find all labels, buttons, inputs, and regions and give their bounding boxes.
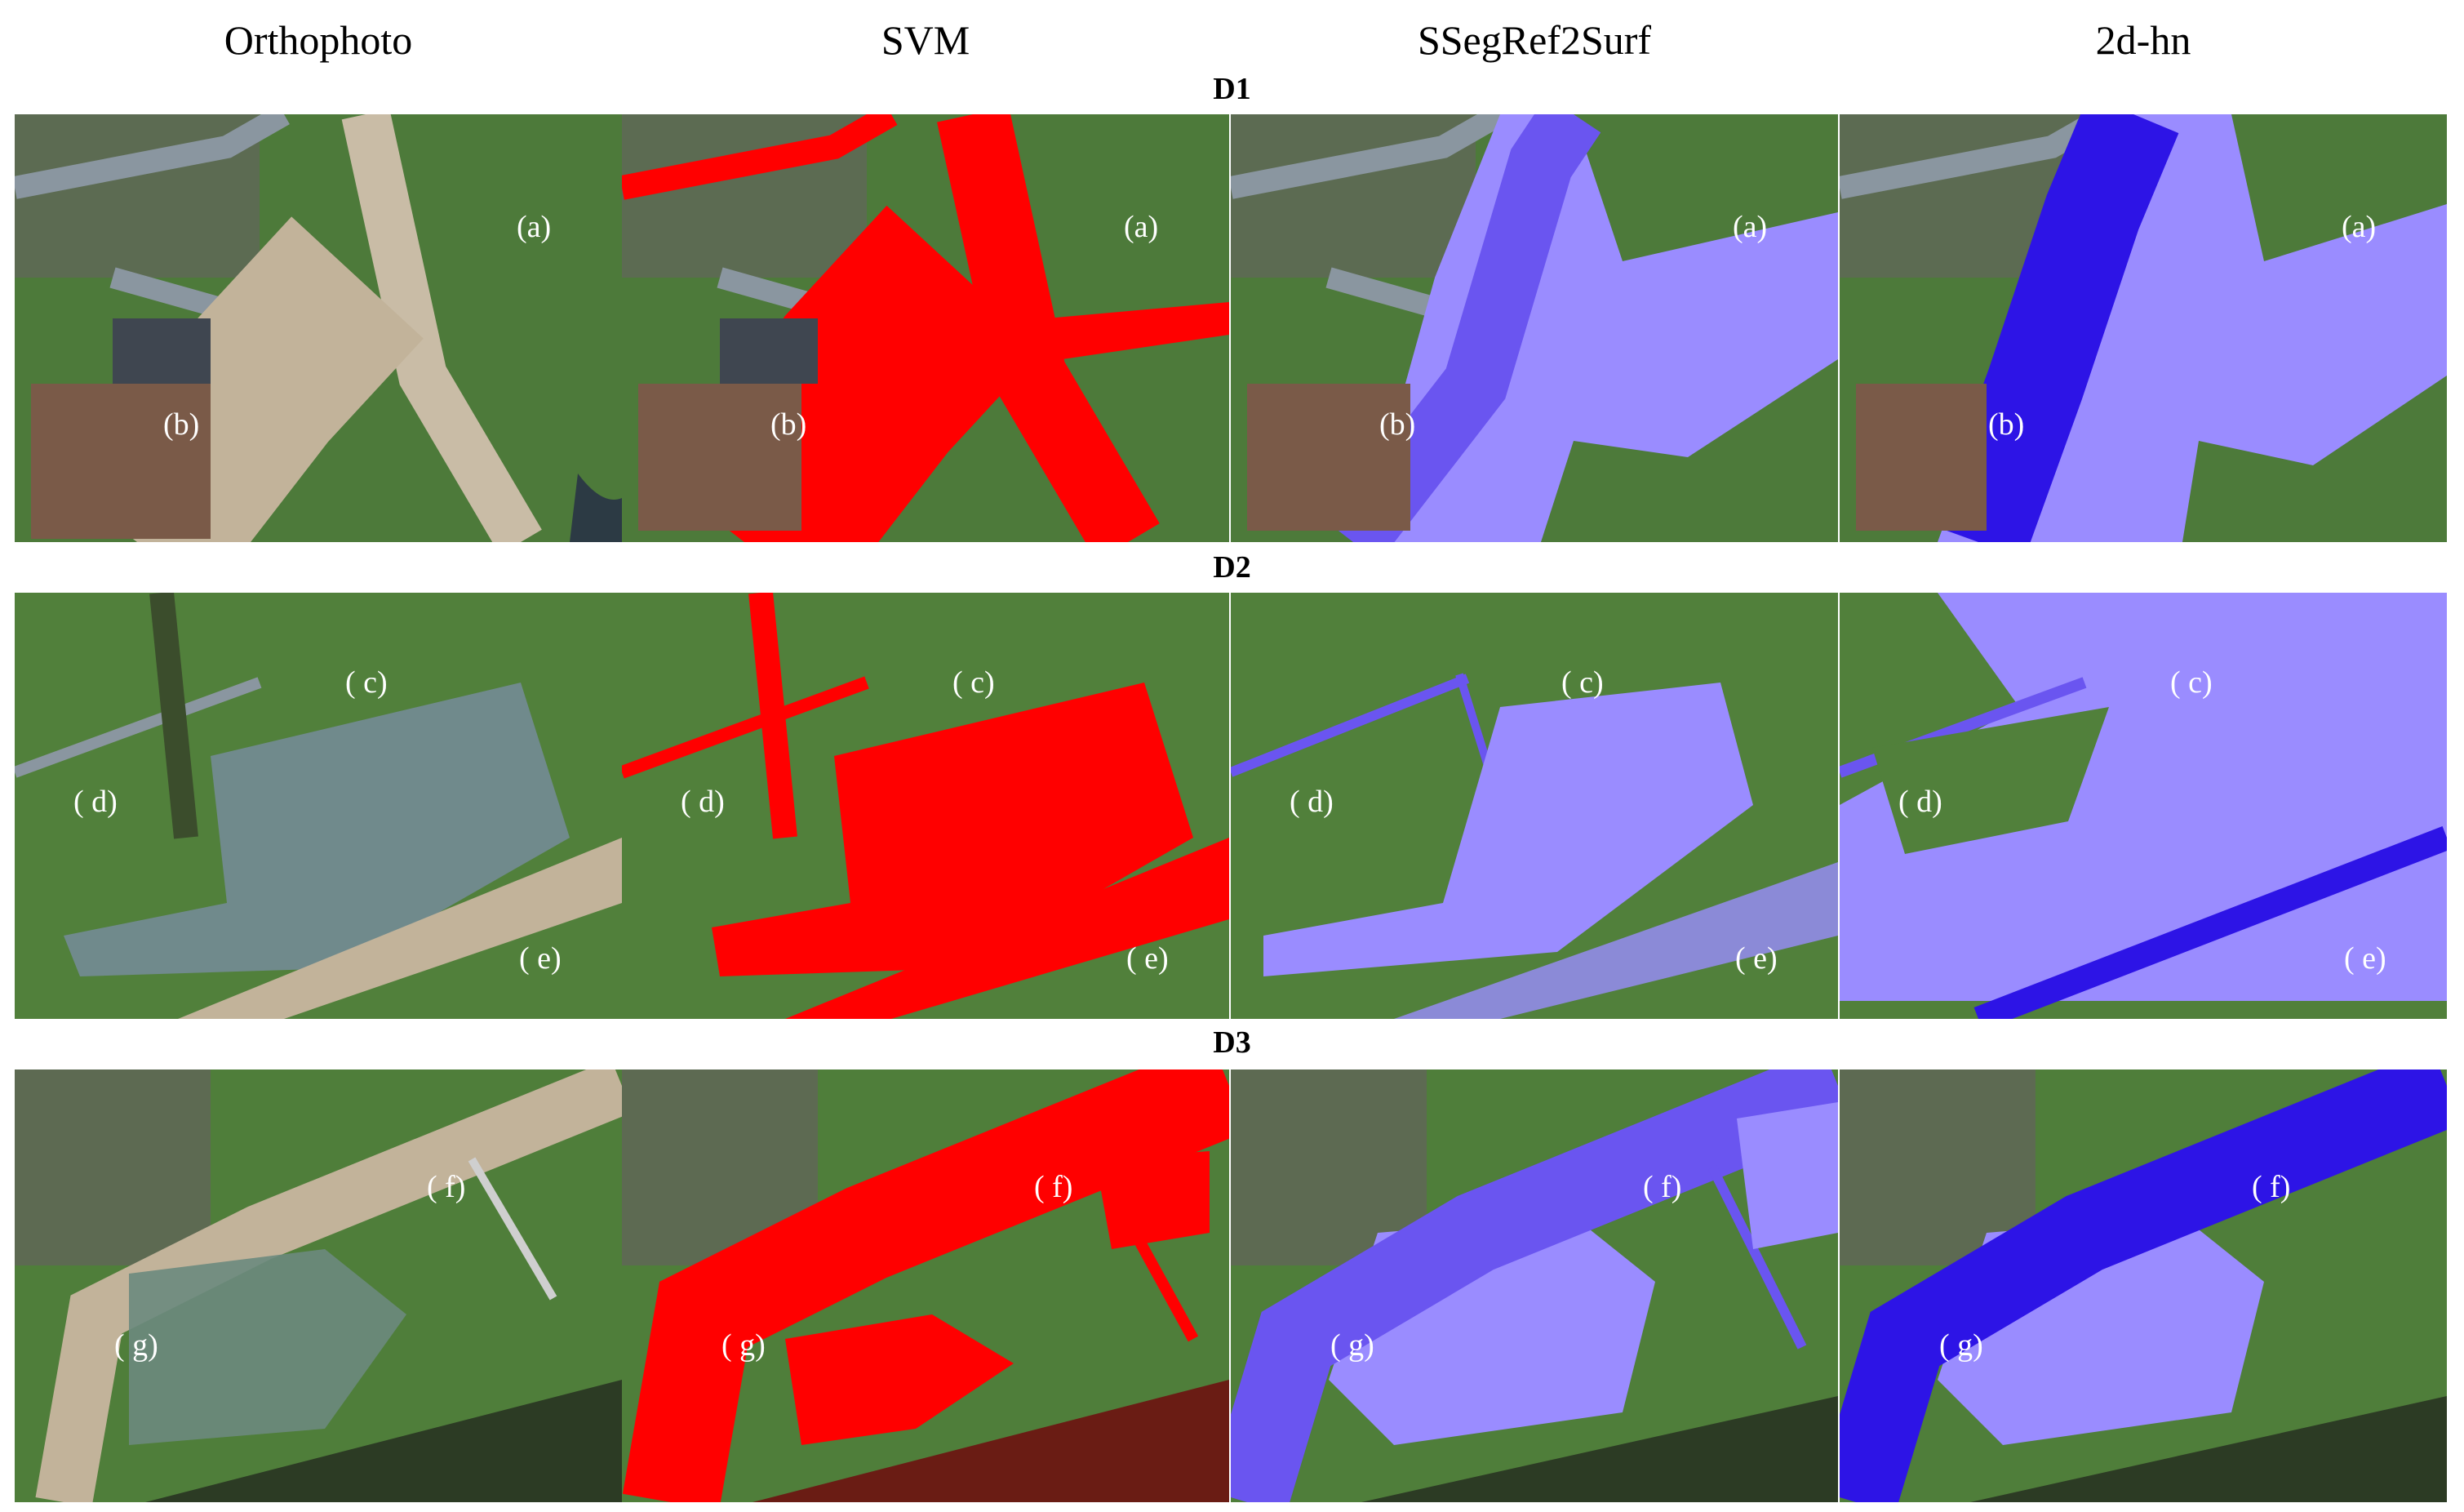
label-a: (a)	[1733, 210, 1768, 244]
label-a: (a)	[517, 210, 552, 244]
column-header-ssegref2surf: SSegRef2Surf	[1417, 17, 1652, 63]
label-f: ( f)	[2252, 1170, 2291, 1204]
label-b: (b)	[163, 407, 200, 442]
panel-d1-svm: (a) (b)	[622, 114, 1229, 542]
label-b: (b)	[1379, 407, 1416, 442]
panel-d2-orthophoto: ( c) ( d) ( e)	[15, 593, 622, 1019]
panel-d1-orthophoto: (a) (b)	[15, 114, 622, 542]
row-header-d2: D2	[1213, 550, 1251, 585]
panel-d3-orthophoto: ( f) ( g)	[15, 1070, 622, 1502]
label-a: (a)	[1124, 210, 1159, 244]
panel-d1-ssegref2surf: (a) (b)	[1231, 114, 1838, 542]
label-e: ( e)	[1126, 941, 1169, 976]
row-header-d3: D3	[1213, 1025, 1251, 1060]
panel-d3-svm: ( f) ( g)	[622, 1070, 1229, 1502]
label-g: ( g)	[721, 1328, 766, 1363]
column-header-2d-hn: 2d-hn	[2095, 17, 2191, 63]
label-d: ( d)	[1898, 785, 1942, 819]
label-e: ( e)	[519, 941, 562, 976]
column-header-svm: SVM	[881, 17, 970, 63]
label-g: ( g)	[1939, 1328, 1983, 1363]
label-c: ( c)	[952, 665, 995, 700]
panel-d3-2d-hn: ( f) ( g)	[1840, 1070, 2447, 1502]
panel-d2-svm: ( c) ( d) ( e)	[622, 593, 1229, 1019]
panel-d2-ssegref2surf: ( c) ( d) ( e)	[1231, 593, 1838, 1019]
label-e: ( e)	[2344, 941, 2386, 976]
label-c: ( c)	[345, 665, 388, 700]
label-b: (b)	[1988, 407, 2025, 442]
label-f: ( f)	[1034, 1170, 1073, 1204]
label-g: ( g)	[114, 1328, 158, 1363]
label-g: ( g)	[1330, 1328, 1374, 1363]
label-d: ( d)	[1290, 785, 1334, 819]
label-d: ( d)	[73, 785, 118, 819]
label-d: ( d)	[681, 785, 725, 819]
column-header-orthophoto: Orthophoto	[224, 17, 413, 63]
panel-d3-ssegref2surf: ( f) ( g)	[1231, 1070, 1838, 1502]
label-f: ( f)	[1643, 1170, 1682, 1204]
label-f: ( f)	[427, 1170, 466, 1204]
label-b: (b)	[770, 407, 807, 442]
panel-d2-2d-hn: ( c) ( d) ( e)	[1840, 593, 2447, 1019]
row-header-d1: D1	[1213, 72, 1251, 106]
label-e: ( e)	[1735, 941, 1778, 976]
panel-d1-2d-hn: (a) (b)	[1840, 114, 2447, 542]
label-c: ( c)	[2170, 665, 2213, 700]
label-c: ( c)	[1561, 665, 1604, 700]
label-a: (a)	[2342, 210, 2377, 244]
